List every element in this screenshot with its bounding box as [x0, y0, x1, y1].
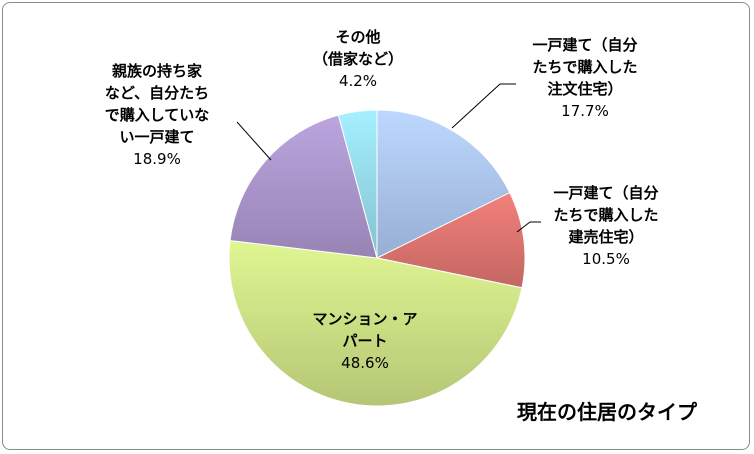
leader-line	[236, 121, 272, 161]
pie-slice	[228, 240, 523, 407]
pie-slice	[229, 114, 378, 259]
pie-slices	[228, 109, 526, 407]
slice-label: マンション・アパート 48.6%	[312, 310, 417, 372]
pie-slice	[337, 109, 378, 259]
slice-label: 一戸建て（自分たちで購入した建売住宅） 10.5%	[553, 184, 658, 268]
slice-label: 一戸建て（自分たちで購入した注文住宅） 17.7%	[532, 36, 637, 120]
leader-line	[516, 221, 541, 233]
slice-labels: 一戸建て（自分たちで購入した注文住宅） 17.7% 一戸建て（自分たちで購入した建売…	[105, 28, 659, 372]
leader-line	[451, 83, 516, 129]
pie-slice	[376, 109, 511, 259]
slice-label: その他（借家など） 4.2%	[313, 28, 403, 90]
pie-slice	[375, 191, 526, 289]
slice-label: 親族の持ち家など、自分たちで購入していない一戸建て 18.9%	[105, 62, 210, 168]
chart-title: 現在の住居のタイプ	[517, 400, 698, 424]
leader-lines	[236, 83, 541, 233]
